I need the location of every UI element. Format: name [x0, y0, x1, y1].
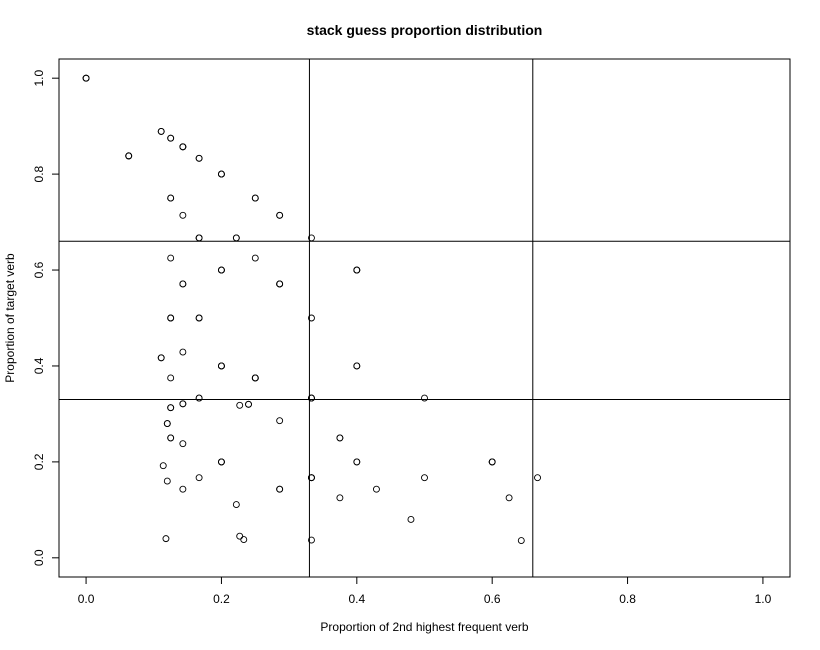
x-tick-label: 0.2 — [213, 592, 230, 606]
data-point — [251, 374, 259, 382]
chart-title: stack guess proportion distribution — [307, 22, 543, 38]
x-tick-label: 0.0 — [78, 592, 95, 606]
data-point — [217, 362, 225, 370]
x-tick-label: 0.6 — [484, 592, 501, 606]
data-point — [336, 434, 344, 442]
data-point — [167, 434, 175, 442]
data-point — [82, 74, 90, 82]
x-axis: 0.0 0.2 0.4 0.6 0.8 1.0 — [78, 576, 772, 606]
data-point — [167, 404, 175, 412]
data-point — [217, 266, 225, 274]
data-point — [179, 211, 187, 219]
data-point — [353, 458, 361, 466]
y-tick-label: 1.0 — [32, 70, 46, 87]
data-point — [167, 314, 175, 322]
data-point — [276, 485, 284, 493]
x-tick-label: 0.4 — [348, 592, 365, 606]
data-point — [159, 462, 167, 470]
data-point — [236, 401, 244, 409]
data-point — [276, 211, 284, 219]
data-point — [251, 254, 259, 262]
data-point — [517, 537, 525, 544]
data-point — [157, 354, 165, 362]
data-point — [232, 501, 240, 509]
data-point — [276, 280, 284, 288]
y-tick-label: 0.4 — [32, 357, 46, 374]
reference-lines — [59, 59, 790, 577]
data-point — [179, 400, 187, 408]
data-point — [179, 280, 187, 288]
data-point — [195, 394, 203, 402]
x-axis-label: Proportion of 2nd highest frequent verb — [320, 620, 528, 634]
y-tick-label: 0.2 — [32, 453, 46, 470]
data-point — [179, 348, 187, 356]
data-point — [179, 143, 187, 151]
data-point — [336, 494, 344, 502]
data-point — [308, 474, 315, 482]
data-point — [308, 314, 315, 322]
data-point — [163, 477, 171, 485]
data-point — [179, 485, 187, 493]
data-point — [195, 314, 203, 322]
data-point — [353, 362, 361, 370]
data-point — [240, 536, 248, 544]
data-point — [488, 458, 496, 466]
data-point — [167, 254, 175, 262]
data-point — [195, 154, 203, 162]
data-point — [157, 127, 165, 135]
data-point — [167, 194, 175, 202]
data-points — [82, 74, 541, 544]
data-point — [245, 400, 252, 408]
data-point — [353, 266, 361, 274]
data-point — [251, 194, 259, 202]
y-tick-label: 0.8 — [32, 165, 46, 182]
data-point — [308, 536, 315, 544]
y-tick-label: 0.6 — [32, 261, 46, 278]
data-point — [217, 170, 225, 178]
x-tick-label: 0.8 — [619, 592, 636, 606]
data-point — [276, 417, 284, 425]
y-axis-label: Proportion of target verb — [3, 253, 17, 383]
data-point — [505, 494, 513, 502]
data-point — [167, 374, 175, 382]
data-point — [125, 152, 133, 160]
data-point — [217, 458, 225, 466]
y-tick-label: 0.0 — [32, 549, 46, 566]
data-point — [195, 234, 203, 242]
data-point — [162, 535, 170, 543]
data-point — [179, 440, 187, 448]
data-point — [308, 234, 315, 242]
data-point — [236, 532, 244, 540]
data-point — [407, 515, 415, 523]
data-point — [232, 234, 240, 242]
data-point — [534, 474, 541, 482]
data-point — [163, 420, 171, 427]
data-point — [421, 394, 428, 402]
data-point — [308, 394, 315, 402]
data-point — [421, 474, 428, 482]
x-tick-label: 1.0 — [755, 592, 772, 606]
data-point — [195, 474, 203, 482]
y-axis: 0.0 0.2 0.4 0.6 0.8 1.0 — [32, 70, 60, 566]
data-point — [167, 134, 175, 142]
data-point — [372, 485, 380, 493]
